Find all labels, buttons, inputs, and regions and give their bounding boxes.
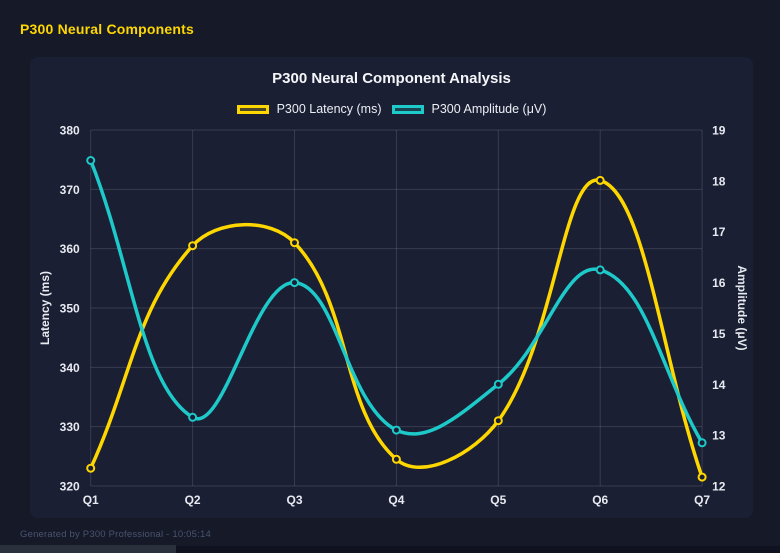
left-axis-tick-label: 380 <box>60 124 80 138</box>
legend-item-latency[interactable]: P300 Latency (ms) <box>236 102 382 116</box>
data-point[interactable] <box>290 278 299 288</box>
right-axis-tick-label: 16 <box>712 276 726 290</box>
right-axis-tick-label: 12 <box>712 480 726 494</box>
right-axis-tick-label: 14 <box>712 378 726 392</box>
data-point[interactable] <box>391 454 401 464</box>
latency-legend-label: P300 Latency (ms) <box>276 102 382 116</box>
data-point[interactable] <box>493 416 503 426</box>
x-axis-tick-label: Q6 <box>592 493 608 507</box>
data-point[interactable] <box>290 238 299 248</box>
left-axis-tick-label: 340 <box>60 361 80 375</box>
legend-item-amplitude[interactable]: P300 Amplitude (μV) <box>391 102 547 116</box>
latency-legend-swatch <box>236 104 269 114</box>
line-chart: 380 370 360 350 340 330 320 19 18 17 16 15 14 13 12 Q1 Q… <box>38 124 749 508</box>
bottom-left-strip <box>0 545 176 553</box>
data-point[interactable] <box>595 175 605 185</box>
bottom-edge-strip <box>0 546 780 553</box>
data-point[interactable] <box>188 241 198 251</box>
data-point[interactable] <box>86 156 96 165</box>
left-axis-tick-label: 370 <box>60 183 80 197</box>
right-axis-tick-label: 18 <box>712 174 726 188</box>
x-axis-tick-label: Q1 <box>83 493 99 507</box>
data-point[interactable] <box>188 412 198 422</box>
x-axis-tick-label: Q4 <box>388 493 404 507</box>
chart-panel: P300 Neural Component Analysis P300 Late… <box>30 57 753 518</box>
x-axis-tick-label: Q5 <box>490 493 506 507</box>
amplitude-legend-swatch <box>391 104 424 114</box>
data-point[interactable] <box>391 425 401 435</box>
left-axis-tick-label: 360 <box>60 242 80 256</box>
left-axis-title: Latency (ms) <box>38 271 52 345</box>
data-point[interactable] <box>493 379 503 389</box>
amplitude-legend-label: P300 Amplitude (μV) <box>431 102 547 116</box>
x-axis-tick-label: Q3 <box>286 493 302 507</box>
right-axis-tick-label: 15 <box>712 327 726 341</box>
right-axis-tick-label: 19 <box>712 124 726 138</box>
page-title: P300 Neural Components <box>20 21 194 37</box>
right-axis-tick-label: 17 <box>712 225 726 239</box>
chart-title: P300 Neural Component Analysis <box>272 70 511 87</box>
x-axis-tick-label: Q7 <box>694 493 710 507</box>
right-axis-tick-label: 13 <box>712 429 726 443</box>
data-point[interactable] <box>595 265 605 275</box>
left-axis-tick-label: 330 <box>60 420 80 434</box>
data-point[interactable] <box>697 472 707 482</box>
x-axis-tick-label: Q2 <box>185 493 201 507</box>
data-point[interactable] <box>697 438 707 448</box>
chart-legend: P300 Latency (ms) P300 Amplitude (μV) <box>30 102 753 116</box>
data-point[interactable] <box>86 463 96 473</box>
left-axis-tick-label: 320 <box>60 480 80 494</box>
footer-status: Generated by P300 Professional - 10:05:1… <box>20 529 211 540</box>
left-axis-tick-label: 350 <box>60 302 80 316</box>
right-axis-title: Amplitude (μV) <box>735 265 749 350</box>
